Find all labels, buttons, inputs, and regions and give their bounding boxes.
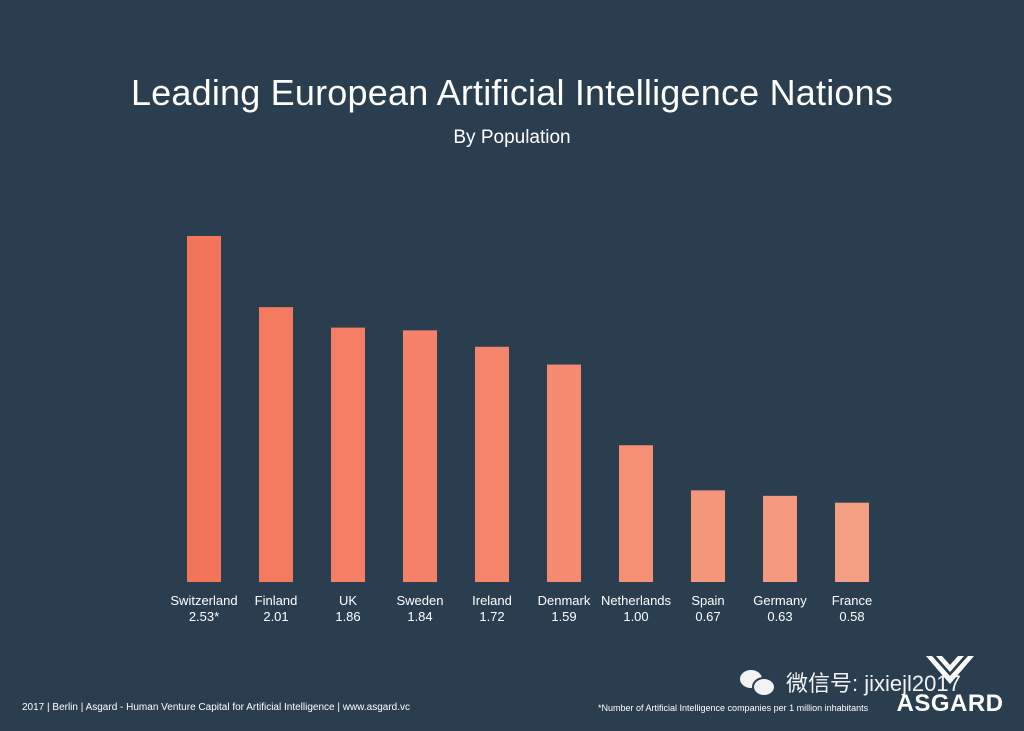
- data-label: 1.00: [623, 609, 648, 624]
- data-label: 1.84: [407, 609, 432, 624]
- data-label: 0.67: [695, 609, 720, 624]
- wechat-watermark: 微信号: jixiejl2017: [740, 666, 961, 698]
- bar-denmark: [547, 364, 581, 582]
- bar-finland: [259, 307, 293, 582]
- wechat-icon: [740, 668, 776, 697]
- x-tick-label: Switzerland: [170, 593, 237, 608]
- asgard-logo: ASGARD: [892, 654, 1008, 718]
- x-tick-label: Germany: [753, 593, 807, 608]
- x-tick-label: France: [832, 593, 872, 608]
- bar-sweden: [403, 330, 437, 582]
- footnote: *Number of Artificial Intelligence compa…: [598, 703, 869, 713]
- bar-switzerland: [187, 236, 221, 582]
- x-tick-label: Sweden: [397, 593, 444, 608]
- x-tick-label: Netherlands: [601, 593, 672, 608]
- bar-netherlands: [619, 445, 653, 582]
- chart-title: Leading European Artificial Intelligence…: [130, 72, 894, 113]
- bar-germany: [763, 495, 797, 582]
- x-tick-label: UK: [339, 593, 357, 608]
- x-tick-label: Spain: [691, 593, 724, 608]
- data-label: 1.59: [551, 609, 576, 624]
- data-label: 2.53*: [189, 609, 219, 624]
- data-label: 1.86: [335, 609, 360, 624]
- x-tick-label: Denmark: [538, 593, 591, 608]
- x-tick-label: Finland: [255, 593, 298, 608]
- asgard-logo-text: ASGARD: [896, 690, 1004, 717]
- x-tick-label: Ireland: [472, 593, 512, 608]
- chart-subtitle: By Population: [453, 127, 571, 148]
- data-label: 2.01: [263, 609, 288, 624]
- bar-spain: [691, 490, 725, 582]
- bar-france: [835, 502, 869, 582]
- bar-uk: [331, 327, 365, 582]
- data-label: 0.58: [839, 609, 864, 624]
- footer-credit: 2017 | Berlin | Asgard - Human Venture C…: [22, 702, 410, 713]
- data-label: 1.72: [479, 609, 504, 624]
- bar-ireland: [475, 346, 509, 582]
- asgard-logo-mark-icon: [926, 656, 974, 684]
- watermark-text: 微信号: jixiejl2017: [786, 671, 961, 696]
- data-label: 0.63: [767, 609, 792, 624]
